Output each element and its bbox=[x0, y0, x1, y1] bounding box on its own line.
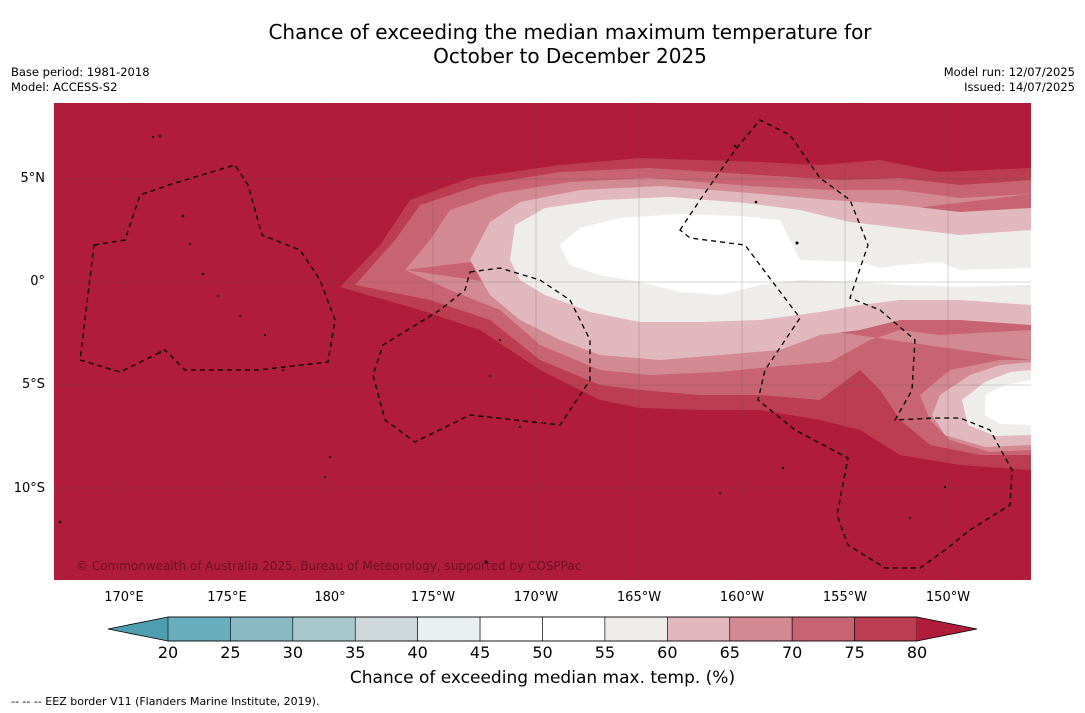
lon-tick-160w: 160°W bbox=[719, 590, 765, 605]
colorbar-tick-label: 35 bbox=[345, 643, 366, 662]
lon-tick-180: 180° bbox=[314, 590, 346, 605]
colorbar-box bbox=[292, 616, 356, 642]
colorbar-boxes bbox=[167, 616, 918, 642]
lon-tick-170w: 170°W bbox=[513, 590, 559, 605]
colorbar-tick-label: 20 bbox=[157, 643, 179, 662]
colorbar-title: Chance of exceeding median max. temp. (%… bbox=[349, 668, 736, 688]
band-50 bbox=[560, 214, 1031, 295]
title-line-2: October to December 2025 bbox=[433, 44, 707, 68]
eez-borders bbox=[79, 119, 1013, 569]
colorbar-box bbox=[230, 616, 294, 642]
lon-tick-175e: 175°E bbox=[207, 590, 247, 605]
colorbar-tick-label: 30 bbox=[282, 643, 303, 662]
colorbar-box bbox=[729, 616, 793, 642]
colorbar-box bbox=[542, 616, 606, 642]
band-50-se bbox=[985, 380, 1031, 425]
colorbar-tick-label: 40 bbox=[407, 643, 428, 662]
model-name: Model: ACCESS-S2 bbox=[11, 80, 118, 94]
lon-tick-165w: 165°W bbox=[616, 590, 662, 605]
lon-tick-155w: 155°W bbox=[822, 590, 868, 605]
colorbar-low-arrow bbox=[108, 617, 168, 641]
colorbar-box bbox=[604, 616, 668, 642]
base-period: Base period: 1981-2018 bbox=[11, 65, 150, 79]
colorbar-tick-label: 70 bbox=[781, 643, 803, 662]
colorbar-box bbox=[667, 616, 731, 642]
map-title: Chance of exceeding the median maximum t… bbox=[0, 20, 1085, 68]
colorbar-tick-label: 45 bbox=[469, 643, 491, 662]
lon-tick-170e: 170°E bbox=[104, 590, 144, 605]
colorbar-box bbox=[479, 616, 543, 642]
colorbar-box bbox=[167, 616, 231, 642]
colorbar-tick-label: 65 bbox=[719, 643, 740, 662]
islands bbox=[58, 134, 946, 564]
colorbar-box bbox=[854, 616, 918, 642]
lat-tick-5n: 5°N bbox=[20, 171, 46, 186]
meta-right: Model run: 12/07/2025 Issued: 14/07/2025 bbox=[944, 65, 1075, 95]
colorbar-tick-label: 60 bbox=[657, 643, 678, 662]
colorbar-tick-label: 50 bbox=[532, 643, 553, 662]
map-area: © Commonwealth of Australia 2025, Bureau… bbox=[54, 103, 1031, 580]
lon-tick-150w: 150°W bbox=[925, 590, 971, 605]
copyright-notice: © Commonwealth of Australia 2025, Bureau… bbox=[76, 559, 581, 573]
colorbar-tick-label: 55 bbox=[594, 643, 616, 662]
colorbar-box bbox=[791, 616, 855, 642]
colorbar-tick-label: 75 bbox=[844, 643, 865, 662]
colorbar-tick-label: 80 bbox=[906, 643, 928, 662]
title-line-1: Chance of exceeding the median maximum t… bbox=[268, 20, 872, 44]
colorbar-tick-label: 25 bbox=[220, 643, 241, 662]
colorbar bbox=[107, 616, 978, 642]
lat-tick-5s: 5°S bbox=[21, 377, 45, 392]
colorbar-high-arrow bbox=[917, 617, 977, 641]
lat-tick-10s: 10°S bbox=[13, 481, 45, 496]
colorbar-box bbox=[354, 616, 418, 642]
issued-date: Issued: 14/07/2025 bbox=[964, 80, 1075, 94]
meta-left: Base period: 1981-2018 Model: ACCESS-S2 bbox=[11, 65, 150, 95]
gridlines bbox=[54, 103, 1031, 580]
model-run: Model run: 12/07/2025 bbox=[943, 65, 1075, 79]
lon-tick-175w: 175°W bbox=[410, 590, 456, 605]
colorbar-outline bbox=[107, 616, 978, 642]
eez-legend-footer: -- -- -- EEZ border V11 (Flanders Marine… bbox=[11, 695, 320, 708]
lat-tick-0: 0° bbox=[30, 274, 45, 289]
colorbar-box bbox=[417, 616, 481, 642]
